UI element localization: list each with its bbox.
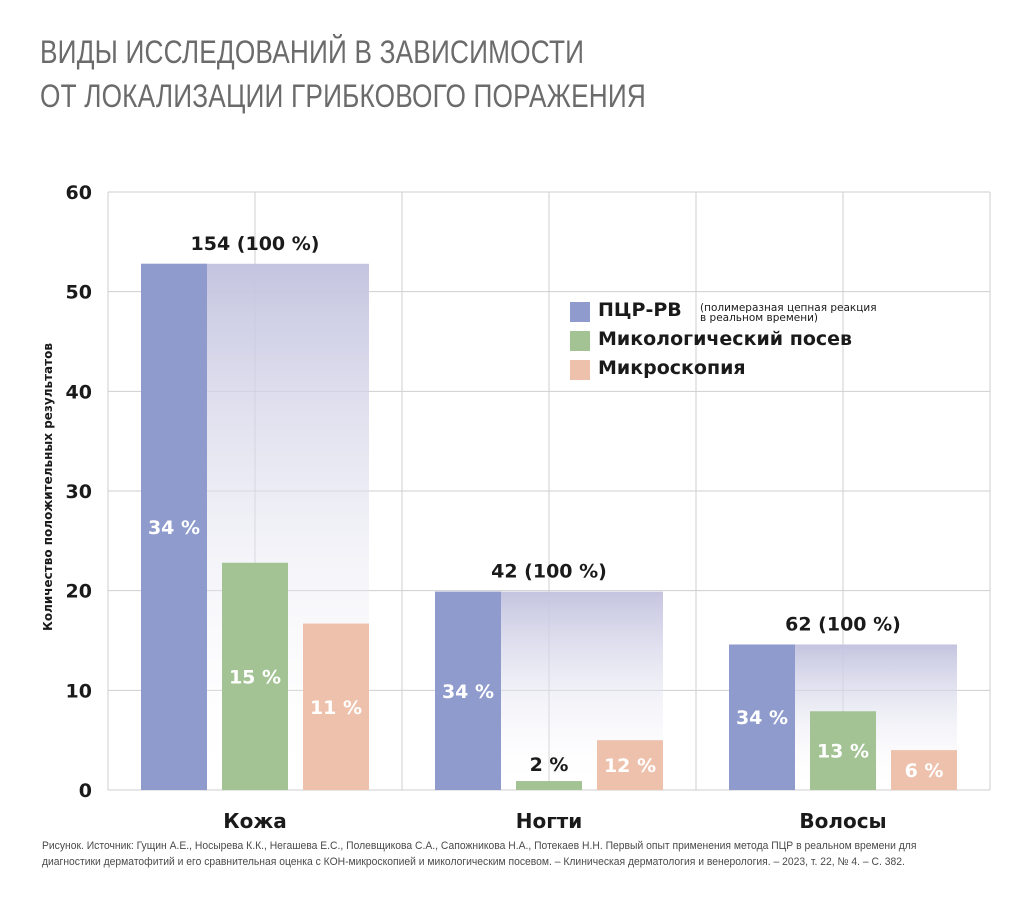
y-axis-label: Количество положительных результатов (41, 343, 55, 631)
bar-microscopy-1 (597, 740, 663, 790)
y-tick-label-40: 40 (66, 381, 92, 403)
x-tick-label-0: Кожа (223, 809, 287, 833)
legend-swatch-pcr (570, 302, 590, 322)
source-caption: Рисунок. Источник: Гущин А.Е., Носырева … (42, 838, 944, 870)
bar-pcr-0 (141, 263, 207, 790)
source-line-2: диагностики дерматофитий и его сравнител… (42, 856, 905, 868)
y-tick-label-30: 30 (66, 481, 92, 503)
bar-pcr-1 (435, 591, 501, 790)
legend-swatch-culture (570, 331, 590, 351)
bar-microscopy-0 (303, 623, 369, 790)
y-tick-label-10: 10 (66, 680, 92, 702)
x-tick-label-1: Ногти (516, 809, 583, 833)
source-line-1: Рисунок. Источник: Гущин А.Е., Носырева … (42, 840, 917, 852)
data-labels: 154 (100 %) 34 % 15 % 11 % 42 (100 %) 34 % 2 %… (148, 233, 943, 782)
legend-swatch-microscopy (570, 360, 590, 380)
total-label-2: 62 (100 %) (785, 613, 901, 635)
bars (141, 263, 957, 790)
x-tick-label-2: Волосы (799, 809, 886, 833)
chart-title: ВИДЫ ИССЛЕДОВАНИЙ В ЗАВИСИМОСТИ ОТ ЛОКАЛ… (40, 30, 646, 118)
bar-culture-2 (810, 711, 876, 790)
bar-label-microscopy-0: 11 % (310, 697, 362, 719)
legend-note-pcr: (полимеразная цепная реакция в реальном … (700, 302, 877, 324)
y-tick-label-0: 0 (79, 780, 92, 802)
y-tick-label-60: 60 (66, 182, 92, 204)
legend-label-microscopy: Микроскопия (598, 357, 746, 379)
total-label-1: 42 (100 %) (491, 561, 607, 583)
bar-culture-0 (222, 562, 288, 790)
bar-label-culture-2: 13 % (817, 741, 869, 763)
bar-pcr-2 (729, 644, 795, 790)
legend-note-line-2: в реальном времени) (700, 312, 819, 324)
bar-label-pcr-1: 34 % (442, 681, 494, 703)
bar-label-microscopy-1: 12 % (604, 755, 656, 777)
y-tick-label-50: 50 (66, 282, 92, 304)
bar-label-pcr-0: 34 % (148, 517, 200, 539)
bar-label-culture-1: 2 % (530, 754, 569, 776)
chart-title-line-1: ВИДЫ ИССЛЕДОВАНИЙ В ЗАВИСИМОСТИ (40, 34, 585, 70)
bar-culture-1 (516, 781, 582, 790)
chart-title-line-2: ОТ ЛОКАЛИЗАЦИИ ГРИБКОВОГО ПОРАЖЕНИЯ (40, 78, 646, 114)
legend-note-line-1: (полимеразная цепная реакция (700, 302, 877, 314)
axes: 0 10 20 30 40 50 60 Количество положительных ре… (41, 182, 887, 833)
legend-label-pcr: ПЦР-РВ (598, 299, 682, 321)
bar-label-pcr-2: 34 % (736, 707, 788, 729)
y-tick-label-20: 20 (66, 581, 92, 603)
bar-label-culture-0: 15 % (229, 666, 281, 688)
bar-microscopy-2 (891, 750, 957, 790)
bar-label-microscopy-2: 6 % (905, 760, 944, 782)
legend-label-culture: Микологический посев (598, 328, 853, 350)
total-label-0: 154 (100 %) (191, 233, 320, 255)
